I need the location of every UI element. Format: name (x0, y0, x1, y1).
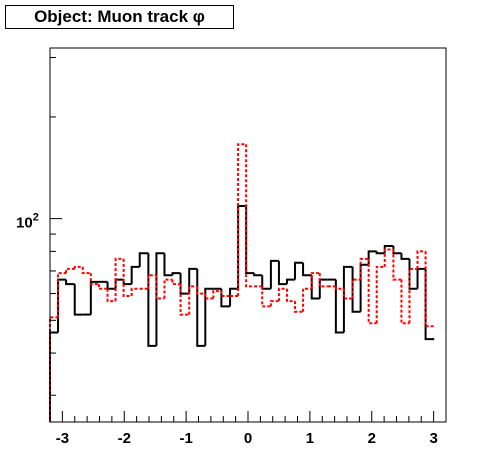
histogram-bin (400, 253, 410, 260)
histogram-bin (196, 286, 206, 295)
histogram-bin (334, 286, 344, 290)
histogram-bin (89, 280, 99, 315)
histogram-bin (245, 144, 255, 288)
histogram-bin (188, 267, 198, 294)
histogram-bin (130, 287, 140, 297)
histogram-bin (285, 288, 296, 303)
histogram-bin (351, 266, 361, 313)
histogram-bin (400, 279, 410, 325)
histogram-bin (392, 249, 402, 281)
histogram-bin (277, 287, 287, 302)
histogram-series-1 (49, 143, 435, 422)
histogram-bin (351, 278, 361, 299)
histogram-bin (130, 265, 140, 285)
plot-frame (49, 47, 447, 423)
histogram-bin (73, 265, 83, 269)
histogram-bin (220, 288, 231, 308)
histogram-bin (212, 290, 222, 299)
histogram-bin (97, 284, 108, 290)
histogram-bin (359, 263, 369, 312)
histogram-bin (269, 300, 279, 307)
histogram-bin (229, 287, 239, 307)
histogram-bin (122, 279, 132, 286)
histogram-bin (392, 245, 402, 255)
histogram-bin (302, 262, 312, 277)
histogram-bin (114, 278, 124, 289)
x-tick-label: 1 (306, 430, 314, 447)
histogram-bin (375, 251, 385, 255)
histogram-bin (359, 257, 369, 280)
histogram-bin (294, 301, 304, 313)
histogram-bin (277, 260, 287, 286)
histogram-bin (188, 285, 198, 315)
histogram-bin (269, 259, 279, 289)
histogram-bin (310, 272, 320, 289)
histogram-bin (65, 279, 75, 286)
histogram-bin (237, 143, 247, 297)
histogram-bin (261, 286, 271, 308)
histogram-bin (81, 266, 91, 275)
histogram-bin (424, 268, 435, 341)
x-tick-label: 3 (429, 430, 437, 447)
histogram-bin (89, 273, 99, 286)
histogram-bin (408, 258, 418, 290)
histogram-bin (237, 204, 247, 289)
chart-title: Object: Muon track φ (5, 5, 234, 29)
histogram-bin (204, 287, 214, 346)
histogram-bin (171, 272, 181, 276)
x-tick-label: -2 (118, 430, 131, 447)
histogram-bin (147, 253, 157, 347)
histogram-bin (245, 205, 255, 275)
histogram-bin (318, 278, 328, 299)
x-tick-label: -1 (179, 430, 192, 447)
histogram-bin (367, 258, 377, 325)
histogram-bin (367, 250, 377, 265)
histogram-bin (416, 267, 426, 289)
histogram-bin (196, 268, 206, 347)
histogram-bin (179, 273, 190, 295)
histogram-bin (65, 267, 75, 274)
histogram-bin (163, 278, 173, 299)
histogram-bin (424, 251, 435, 328)
histogram-series-0 (49, 204, 435, 422)
histogram-bin (204, 293, 214, 300)
histogram-bin (302, 287, 312, 312)
histogram-bin (163, 253, 173, 277)
histogram-bin (375, 265, 385, 324)
histogram-bin (285, 278, 296, 285)
histogram-bin (342, 265, 353, 333)
histogram-bin (57, 278, 67, 333)
histogram-bin (155, 275, 165, 300)
histogram-bin (253, 273, 263, 277)
histogram-bin (334, 279, 344, 334)
histogram-bin (106, 281, 116, 290)
axis-layer: -3 -2 -1 0 1 2 3 102 (16, 56, 447, 447)
histogram-bin (179, 284, 190, 316)
histogram-bin (171, 279, 181, 286)
x-tick-label: 2 (368, 430, 376, 447)
histogram-bin (220, 291, 231, 298)
histogram-bin (416, 250, 426, 269)
y-tick-label: 102 (16, 212, 39, 232)
histogram-bin (261, 275, 271, 290)
histogram-bin (342, 288, 353, 300)
histogram-bin (310, 275, 320, 300)
histogram-bin (106, 288, 116, 303)
series-layer (49, 143, 435, 422)
histogram-bin (408, 267, 418, 324)
histogram-bin (114, 257, 124, 302)
histogram-bin (73, 284, 83, 316)
histogram-bin (147, 274, 157, 289)
x-tick-label: 0 (244, 430, 252, 447)
histogram-bin (138, 252, 149, 267)
histogram-bin (155, 252, 165, 346)
histogram-bin (383, 248, 394, 267)
histogram-bin (122, 258, 132, 298)
x-tick-label: -3 (56, 430, 69, 447)
histogram-bin (49, 331, 59, 422)
histogram-bin (294, 261, 304, 280)
